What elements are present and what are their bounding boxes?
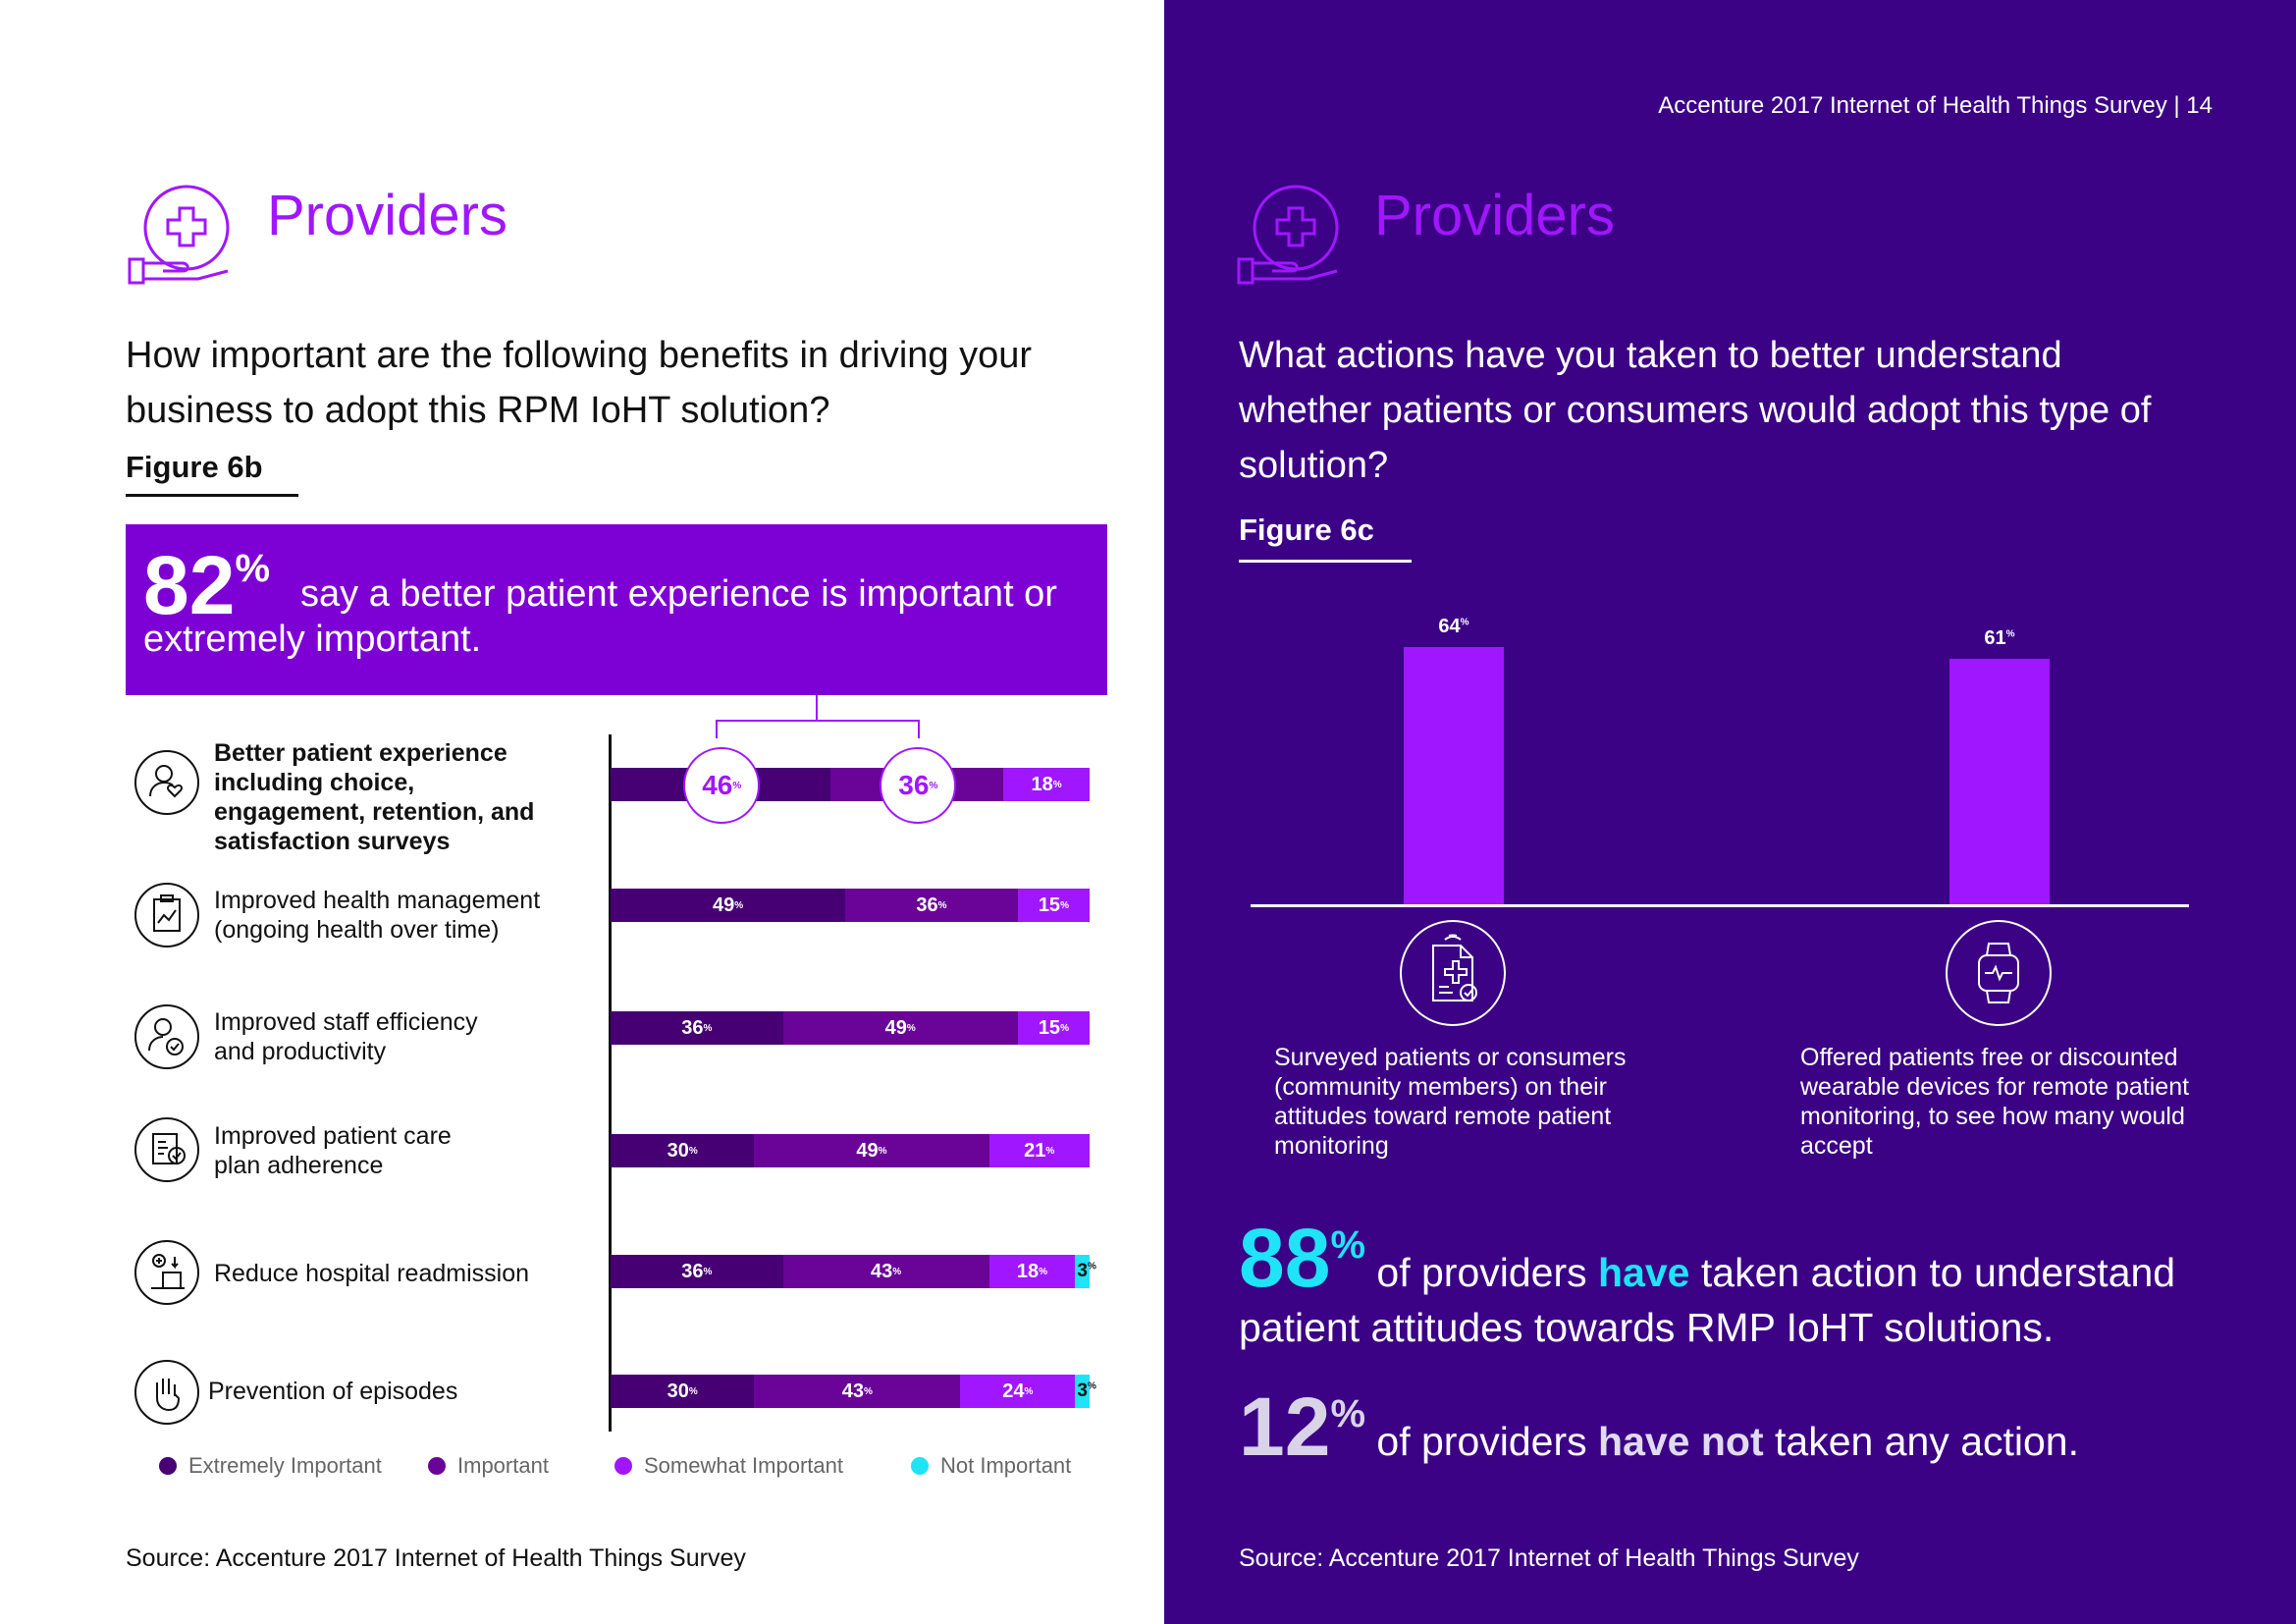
bar-value-label: 64% <box>1438 616 1469 637</box>
provider-hand-plus-icon <box>128 185 230 285</box>
legend-swatch <box>159 1457 177 1475</box>
callout-number: 82% <box>143 539 271 631</box>
highlight-circle: 46% <box>683 747 761 824</box>
right-panel: Accenture 2017 Internet of Health Things… <box>1164 0 2296 1624</box>
bar-segment: 36% <box>845 889 1018 922</box>
left-panel: Providers How important are the followin… <box>126 184 1107 1572</box>
bar-segment: 49% <box>754 1134 989 1167</box>
bar-segment: 30% <box>611 1375 755 1408</box>
bar-segment: 30% <box>611 1134 755 1167</box>
bar-segment: 43% <box>754 1375 961 1408</box>
stat-number: 88% <box>1239 1212 1366 1304</box>
bar-segment: 18% <box>988 1255 1076 1288</box>
bar-value-label: 61% <box>1984 627 2015 650</box>
bar-segment: 49% <box>782 1011 1018 1045</box>
bar-segment: 49% <box>611 889 846 922</box>
stat-number: 12% <box>1239 1380 1366 1473</box>
legend-swatch <box>614 1457 632 1475</box>
legend-extremely-important: Extremely Important <box>159 1453 382 1479</box>
figure-label: Figure 6c <box>1239 513 1374 547</box>
survey-document-icon <box>1400 920 1506 1026</box>
bar-segment: 15% <box>1017 889 1090 922</box>
question-text: How important are the following benefits… <box>126 335 1033 431</box>
bar-segment: 15% <box>1017 1011 1090 1045</box>
row-label-prevention-of-episodes: Prevention of episodes <box>208 1378 458 1405</box>
callout-box: 82% say a better patient experience is i… <box>126 524 1107 695</box>
legend-important: Important <box>428 1453 549 1479</box>
source-note: Source: Accenture 2017 Internet of Healt… <box>126 1544 746 1572</box>
row-label-care-plan-adherence: Improved patient care plan adherence <box>214 1122 452 1179</box>
legend-swatch <box>911 1457 929 1475</box>
bar-description-surveyed: Surveyed patients or consumers (communit… <box>1274 1044 1627 1160</box>
legend-swatch <box>428 1457 446 1475</box>
bar-segment: 36% <box>611 1255 783 1288</box>
figure-underline <box>1239 560 1412 563</box>
callout-bracket <box>716 695 920 738</box>
highlight-circle: 36% <box>880 747 957 824</box>
bar-segment <box>1075 1255 1090 1288</box>
stat-88: 88% of providers have taken action to un… <box>1239 1212 2176 1350</box>
bar-description-wearables: Offered patients free or discounted wear… <box>1800 1044 2190 1160</box>
legend-label: Not Important <box>940 1453 1072 1478</box>
callout-text: say a better patient experience is impor… <box>143 573 1057 660</box>
row-label-hospital-readmission: Reduce hospital readmission <box>214 1260 530 1287</box>
source-note: Source: Accenture 2017 Internet of Healt… <box>1239 1544 1859 1572</box>
stat-12: 12% of providers have not taken any acti… <box>1239 1380 2079 1473</box>
person-check-icon <box>134 1004 199 1069</box>
bar-segment: 18% <box>1003 768 1090 801</box>
care-plan-check-icon <box>134 1117 199 1182</box>
bar <box>1404 647 1504 904</box>
row-label-health-management: Improved health management (ongoing heal… <box>214 887 541 944</box>
bar <box>1949 659 2050 904</box>
section-title: Providers <box>267 184 507 247</box>
row-label-better-patient-experience: Better patient experience including choi… <box>214 739 535 855</box>
row-label-staff-efficiency: Improved staff efficiency and productivi… <box>214 1008 478 1065</box>
bar-segment: 24% <box>960 1375 1076 1408</box>
bar-label: 3% <box>1077 1261 1096 1281</box>
figure-underline <box>126 494 298 497</box>
figure-label: Figure 6b <box>126 450 263 484</box>
patient-heart-icon <box>134 750 199 815</box>
provider-hand-plus-icon <box>1237 185 1339 285</box>
wearable-watch-icon <box>1946 920 2052 1026</box>
clipboard-chart-icon <box>134 883 199 947</box>
bar-label: 3% <box>1077 1380 1096 1401</box>
legend-label: Somewhat Important <box>644 1453 843 1478</box>
chart-axis <box>609 734 612 1432</box>
bar-segment <box>1075 1375 1090 1408</box>
legend-label: Important <box>457 1453 549 1478</box>
legend-label: Extremely Important <box>188 1453 382 1478</box>
stop-hand-icon <box>134 1360 199 1425</box>
legend-somewhat-important: Somewhat Important <box>614 1453 843 1479</box>
bar-segment: 43% <box>782 1255 989 1288</box>
bar-segment: 36% <box>611 1011 783 1045</box>
section-title: Providers <box>1374 184 1615 247</box>
bar-segment: 21% <box>988 1134 1090 1167</box>
page-header: Accenture 2017 Internet of Health Things… <box>1658 92 2213 119</box>
legend-not-important: Not Important <box>911 1453 1071 1479</box>
hospital-readmission-icon <box>134 1240 199 1305</box>
question-text: What actions have you taken to better un… <box>1239 335 2152 486</box>
chart-baseline <box>1251 904 2189 907</box>
